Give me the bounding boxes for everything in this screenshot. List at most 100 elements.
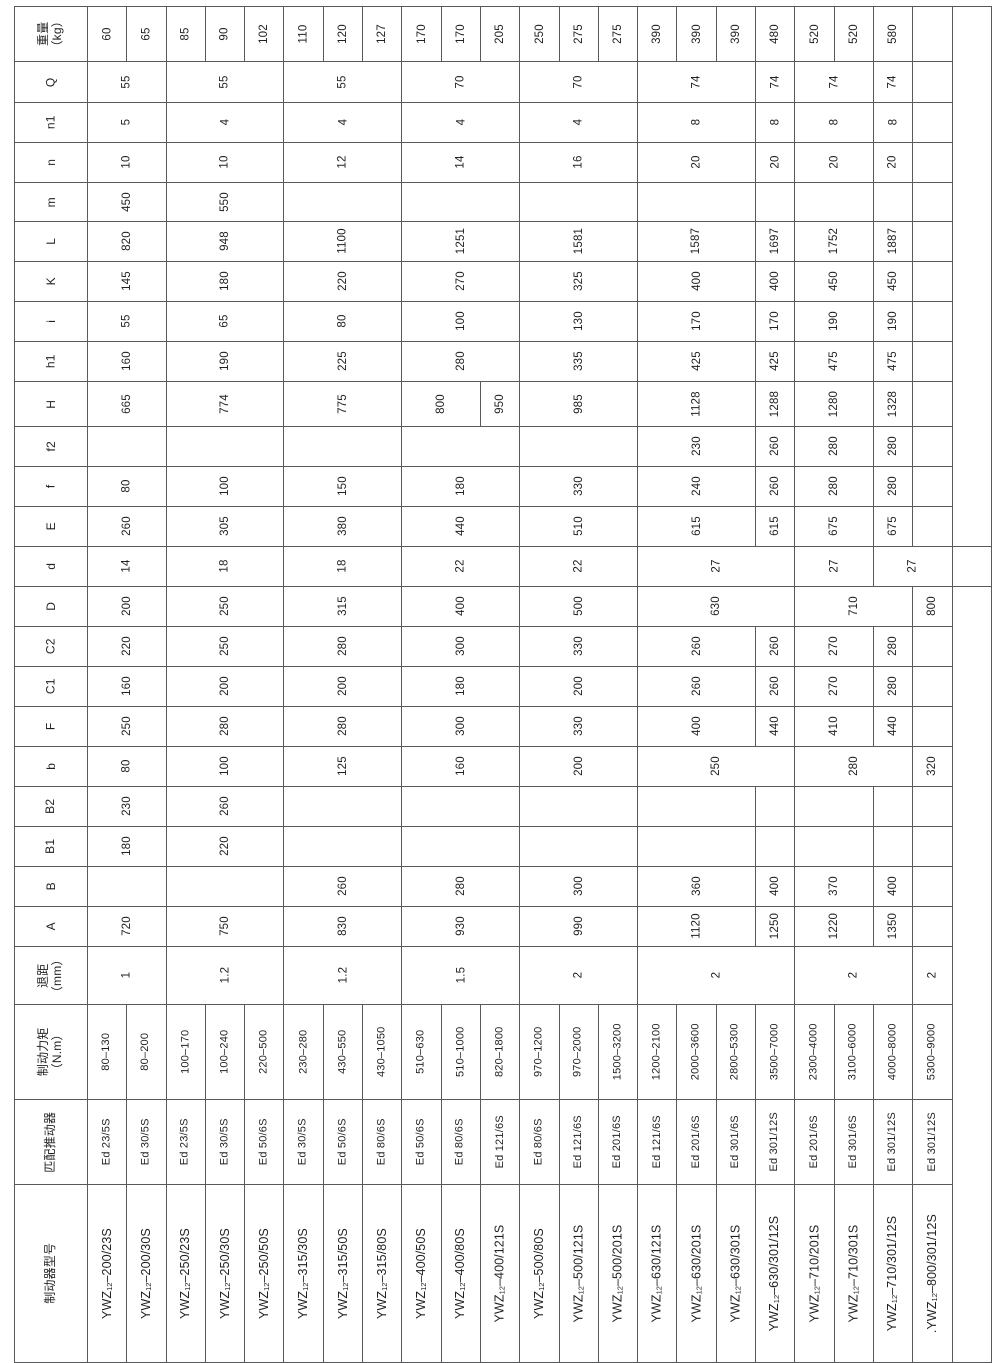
cell-H-6: 985	[519, 381, 639, 427]
cell-f-1: 80	[87, 466, 167, 507]
cell-torque-5: 220–500	[244, 1004, 285, 1100]
cell-C1-7: 260	[755, 666, 796, 707]
cell-weight-9: 170	[401, 6, 442, 62]
row-header-n1: n1	[14, 102, 88, 143]
cell-n1-3: 4	[283, 102, 403, 143]
cell-weight-2: 65	[126, 6, 167, 62]
cell-m-8	[794, 182, 874, 222]
cell-torque-6: 230–280	[283, 1004, 324, 1100]
cell-Q-9: 74	[872, 61, 914, 103]
cell-f-9: 280	[872, 466, 914, 507]
cell-m-1: 450	[87, 182, 167, 222]
cell-pusher-22: Ed 301/12S	[912, 1099, 953, 1185]
cell-L-9: 1887	[872, 221, 914, 262]
table-row: 重量 （kg） 60 65 85 90 102 110 120 127 170 170 205 250 27…	[14, 6, 992, 62]
cell-Q-4: 70	[401, 61, 521, 103]
cell-H-4: 800	[401, 381, 481, 427]
row-header-F: F	[14, 706, 88, 747]
cell-K-4: 270	[401, 261, 521, 302]
cell-L-6: 1587	[637, 221, 757, 262]
cell-m-4	[401, 182, 521, 222]
cell-torque-11: 820–1800	[479, 1004, 521, 1100]
cell-weight-15: 390	[637, 6, 678, 62]
cell-pusher-17: Ed 301/6S	[715, 1099, 757, 1185]
cell-C2-6: 260	[637, 626, 757, 667]
cell-F-2: 280	[165, 706, 285, 747]
cell-pusher-18: Ed 301/12S	[755, 1099, 796, 1185]
row-header-H: H	[14, 381, 88, 427]
cell-H-10: 1328	[872, 381, 914, 427]
cell-b-1: 80	[87, 746, 167, 787]
cell-E-5: 510	[519, 506, 639, 547]
cell-Q-3: 55	[283, 61, 403, 103]
cell-model-15: YWZ12–630/121S	[637, 1184, 678, 1363]
cell-Q-7: 74	[755, 61, 796, 103]
cell-D-1: 200	[87, 586, 167, 627]
spec-sheet: 重量 （kg） 60 65 85 90 102 110 120 127 170 170 205 250 27…	[14, 6, 993, 1363]
cell-i-2: 65	[165, 301, 285, 342]
cell-f2-3	[283, 426, 403, 467]
table-row: f 80 100 150 180 330 240 260 280 280	[14, 466, 992, 507]
cell-E-6: 615	[637, 506, 757, 547]
cell-model-13: YWZ12–500/121S	[558, 1184, 599, 1363]
cell-f2-2	[165, 426, 285, 467]
cell-d-8: 27	[872, 546, 953, 587]
cell-pusher-3: Ed 23/5S	[165, 1099, 206, 1185]
cell-b-5: 200	[519, 746, 639, 787]
cell-A-6: 1120	[637, 906, 757, 947]
cell-C1-8: 270	[794, 666, 874, 707]
cell-n-4: 14	[401, 142, 521, 183]
cell-f2-4	[401, 426, 521, 467]
cell-i-6: 170	[637, 301, 757, 342]
row-header-f: f	[14, 466, 88, 507]
cell-pusher-21: Ed 301/12S	[872, 1099, 914, 1185]
cell-i-9: 190	[872, 301, 914, 342]
row-header-pusher: 匹配推动器	[14, 1099, 88, 1185]
cell-n1-10	[912, 102, 953, 143]
cell-pusher-16: Ed 201/6S	[676, 1099, 717, 1185]
row-header-L: L	[14, 221, 88, 262]
cell-torque-21: 4000–8000	[872, 1004, 914, 1100]
cell-H-2: 774	[165, 381, 285, 427]
cell-f-2: 100	[165, 466, 285, 507]
cell-C2-5: 330	[519, 626, 639, 667]
cell-f2-10	[912, 426, 953, 467]
table-row: A 720 750 830 930 990 1120 1250 1220 1350	[14, 906, 992, 947]
cell-n-9: 20	[872, 142, 914, 183]
row-header-C1: C1	[14, 666, 88, 707]
cell-m-2: 550	[165, 182, 285, 222]
table-row: E 260 305 380 440 510 615 615 675 675	[14, 506, 992, 547]
cell-B1-6	[637, 826, 757, 867]
cell-B1-1: 180	[87, 826, 167, 867]
cell-L-1: 820	[87, 221, 167, 262]
cell-C2-1: 220	[87, 626, 167, 667]
cell-pusher-7: Ed 50/6S	[322, 1099, 364, 1185]
cell-K-5: 325	[519, 261, 639, 302]
cell-D-3: 315	[283, 586, 403, 627]
cell-h1-3: 225	[283, 341, 403, 382]
cell-m-10	[912, 182, 953, 222]
cell-model-18: YWZ12–630/301/12S	[755, 1184, 796, 1363]
cell-C2-3: 280	[283, 626, 403, 667]
cell-K-7: 400	[755, 261, 796, 302]
cell-F-5: 330	[519, 706, 639, 747]
cell-weight-12: 250	[519, 6, 560, 62]
cell-H-9: 1280	[794, 381, 874, 427]
row-header-D: D	[14, 586, 88, 627]
cell-F-3: 280	[283, 706, 403, 747]
row-header-E: E	[14, 506, 88, 547]
cell-K-3: 220	[283, 261, 403, 302]
cell-D-7: 710	[794, 586, 914, 627]
cell-B1-5	[519, 826, 639, 867]
table-row: B 260 280 300 360 400 370 400	[14, 866, 992, 907]
row-header-f2: f2	[14, 426, 88, 467]
cell-weight-7: 120	[322, 6, 364, 62]
table-row: C2 220 250 280 300 330 260 260 270 280	[14, 626, 992, 667]
cell-D-6: 630	[637, 586, 796, 627]
cell-i-8: 190	[794, 301, 874, 342]
cell-n-6: 20	[637, 142, 757, 183]
cell-pusher-20: Ed 301/6S	[833, 1099, 874, 1185]
table-row: b 80 100 125 160 200 250 280 320	[14, 746, 992, 787]
cell-n-1: 10	[87, 142, 167, 183]
cell-torque-4: 100–240	[204, 1004, 246, 1100]
